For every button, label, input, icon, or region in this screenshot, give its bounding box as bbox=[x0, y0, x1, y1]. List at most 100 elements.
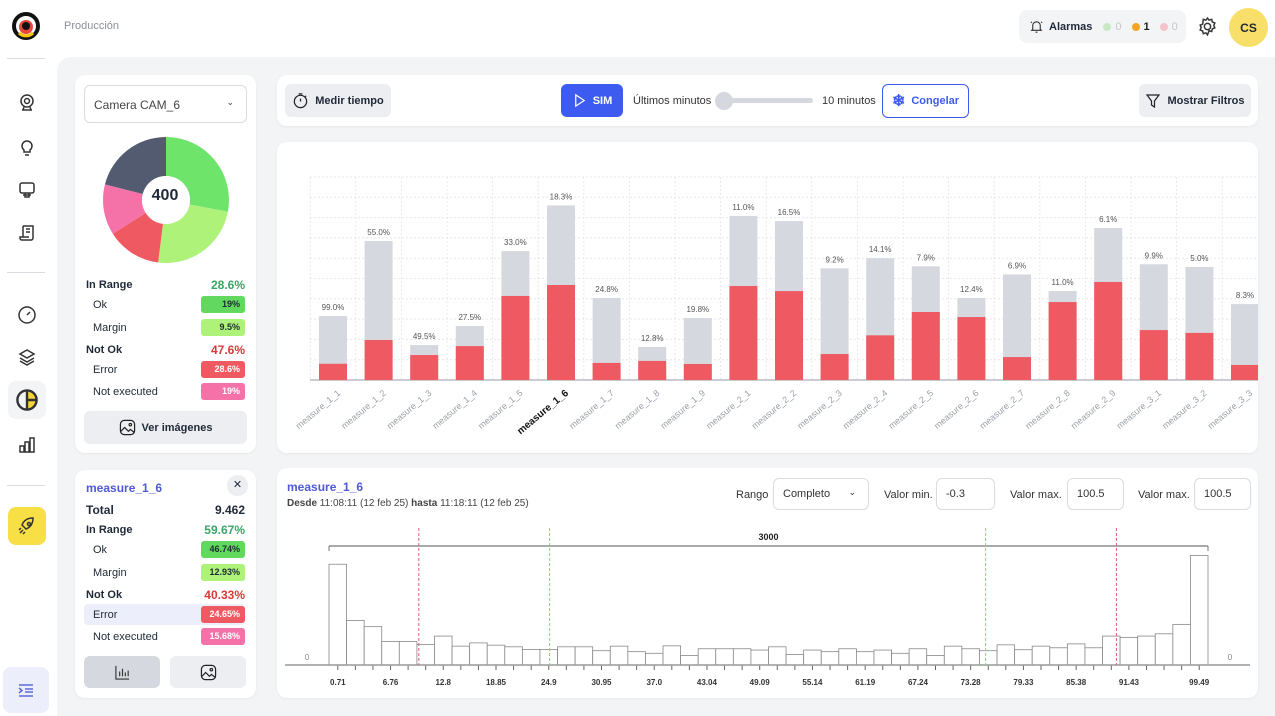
sidebar-item-launch[interactable] bbox=[8, 507, 46, 545]
histogram-bin bbox=[451, 645, 471, 666]
close-icon: ✕ bbox=[232, 479, 243, 491]
last-minutes-label: Últimos minutos bbox=[633, 95, 712, 107]
settings-button[interactable] bbox=[1197, 16, 1218, 42]
breadcrumb[interactable]: Producción bbox=[64, 20, 120, 32]
bar-error bbox=[410, 355, 439, 380]
histogram-bin bbox=[486, 644, 506, 666]
freeze-button[interactable]: ❄ Congelar bbox=[882, 84, 969, 118]
bar-data-label: 55.0% bbox=[367, 228, 390, 237]
x-tick-label[interactable]: measure_3_1 bbox=[1114, 388, 1163, 431]
histogram-bin bbox=[1190, 555, 1209, 666]
histogram-bin bbox=[891, 652, 910, 666]
x-tick-label[interactable]: measure_1_8 bbox=[613, 388, 662, 431]
show-filters-button[interactable]: Mostrar Filtros bbox=[1139, 84, 1251, 117]
total-value: 9.462 bbox=[214, 503, 245, 517]
x-tick-label[interactable]: measure_1_2 bbox=[339, 388, 388, 431]
measure-time-button[interactable]: Medir tiempo bbox=[285, 84, 391, 117]
x-tick-label[interactable]: measure_2_9 bbox=[1069, 388, 1118, 431]
max-label: Valor max. bbox=[1010, 489, 1062, 501]
sidebar-item-layers[interactable] bbox=[8, 338, 46, 376]
sidebar-item-statistics[interactable] bbox=[8, 381, 46, 419]
monitor-icon bbox=[19, 182, 35, 198]
camera-select[interactable]: Camera CAM_6 ⌄ bbox=[84, 85, 247, 123]
ok-value: 19% bbox=[201, 296, 245, 313]
x-tick-label: 61.19 bbox=[855, 678, 876, 687]
x-tick-label[interactable]: measure_3_2 bbox=[1160, 388, 1209, 431]
x-tick-label[interactable]: measure_1_4 bbox=[430, 388, 479, 431]
sidebar-item-monitor[interactable] bbox=[8, 171, 46, 209]
bar-error bbox=[501, 295, 530, 380]
sidebar-item-dashboard[interactable] bbox=[8, 296, 46, 334]
collapse-sidebar-button[interactable] bbox=[3, 667, 49, 713]
histogram-card: measure_1_6 Desde 11:08:11 (12 feb 25) h… bbox=[277, 468, 1258, 698]
alarm-count-value: 0 bbox=[1171, 20, 1178, 33]
histogram-bin bbox=[926, 655, 945, 666]
ok-label: Ok bbox=[93, 543, 108, 556]
x-tick-label[interactable]: measure_2_6 bbox=[932, 388, 981, 431]
pie-slice-error bbox=[112, 212, 163, 263]
images-view-button[interactable] bbox=[170, 656, 246, 688]
not-ok-label: Not Ok bbox=[86, 589, 123, 601]
in-range-value: 28.6% bbox=[210, 278, 245, 292]
logo[interactable] bbox=[11, 11, 41, 41]
avatar[interactable]: CS bbox=[1229, 8, 1268, 47]
x-tick-label: 18.85 bbox=[486, 678, 507, 687]
alarms-widget[interactable]: Alarmas 0 1 0 bbox=[1019, 10, 1186, 43]
x-tick-label[interactable]: measure_3_3 bbox=[1206, 388, 1255, 431]
bar-data-label: 5.0% bbox=[1190, 254, 1208, 263]
x-tick-label[interactable]: measure_1_3 bbox=[385, 388, 434, 431]
bar-error bbox=[364, 340, 393, 380]
bar-data-label: 9.2% bbox=[825, 255, 843, 264]
donut-total: 400 bbox=[151, 187, 179, 204]
image-icon bbox=[119, 419, 135, 436]
max2-value-input[interactable]: 100.5 bbox=[1194, 478, 1251, 510]
min-value-input[interactable]: -0.3 bbox=[936, 478, 995, 510]
close-button[interactable]: ✕ bbox=[227, 475, 248, 496]
alarm-count[interactable]: 1 bbox=[1131, 21, 1150, 33]
histogram-bin bbox=[908, 648, 928, 666]
ok-value: 46.74% bbox=[201, 541, 245, 558]
sidebar-item-cameras[interactable] bbox=[8, 84, 46, 122]
status-dot-icon bbox=[1103, 22, 1112, 31]
bar-data-label: 9.9% bbox=[1145, 251, 1163, 260]
x-tick-label[interactable]: measure_2_4 bbox=[841, 388, 890, 431]
bar-error bbox=[1048, 302, 1077, 380]
slider-thumb[interactable] bbox=[715, 92, 733, 110]
histogram-bin bbox=[363, 626, 383, 666]
alarm-count[interactable]: 0 bbox=[1103, 21, 1122, 33]
bar-data-label: 7.9% bbox=[917, 253, 935, 262]
x-tick-label[interactable]: measure_1_1 bbox=[294, 388, 343, 431]
x-tick-label[interactable]: measure_2_1 bbox=[704, 388, 753, 431]
histogram-bin bbox=[398, 641, 418, 666]
x-tick-label[interactable]: measure_1_9 bbox=[658, 388, 707, 431]
x-tick-label[interactable]: measure_2_7 bbox=[978, 388, 1027, 431]
alarm-count[interactable]: 0 bbox=[1159, 20, 1178, 33]
histogram-bin bbox=[504, 646, 523, 666]
range-select[interactable]: Completo ⌄ bbox=[773, 478, 869, 510]
snowflake-icon: ❄ bbox=[891, 93, 906, 110]
freeze-label: Congelar bbox=[911, 95, 960, 107]
sim-button[interactable]: SIM bbox=[561, 84, 623, 117]
in-range-label: In Range bbox=[86, 524, 133, 536]
max-value-input[interactable]: 100.5 bbox=[1067, 478, 1124, 510]
sidebar-item-ideas[interactable] bbox=[8, 128, 46, 166]
minutes-slider[interactable] bbox=[715, 92, 813, 110]
bar-data-label: 6.1% bbox=[1099, 215, 1117, 224]
x-tick-label[interactable]: measure_2_5 bbox=[886, 388, 935, 431]
x-tick-label[interactable]: measure_2_3 bbox=[795, 388, 844, 431]
x-tick-label[interactable]: measure_2_2 bbox=[750, 388, 799, 431]
bar-error bbox=[911, 311, 940, 380]
histogram-bin bbox=[961, 648, 980, 666]
x-tick-label[interactable]: measure_1_5 bbox=[476, 388, 525, 431]
histogram-bin bbox=[1084, 647, 1103, 666]
bar-data-label: 33.0% bbox=[504, 238, 527, 247]
x-tick-label[interactable]: measure_2_8 bbox=[1023, 388, 1072, 431]
sidebar-item-reports[interactable] bbox=[8, 214, 46, 252]
layers-icon bbox=[18, 349, 36, 366]
error-row[interactable]: Error 24.65% bbox=[84, 604, 245, 625]
histogram-bin bbox=[539, 648, 558, 666]
x-tick-label[interactable]: measure_1_7 bbox=[567, 388, 616, 431]
view-images-button[interactable]: Ver imágenes bbox=[84, 411, 247, 444]
sidebar-item-charts[interactable] bbox=[8, 426, 46, 464]
histogram-view-button[interactable] bbox=[84, 656, 160, 688]
